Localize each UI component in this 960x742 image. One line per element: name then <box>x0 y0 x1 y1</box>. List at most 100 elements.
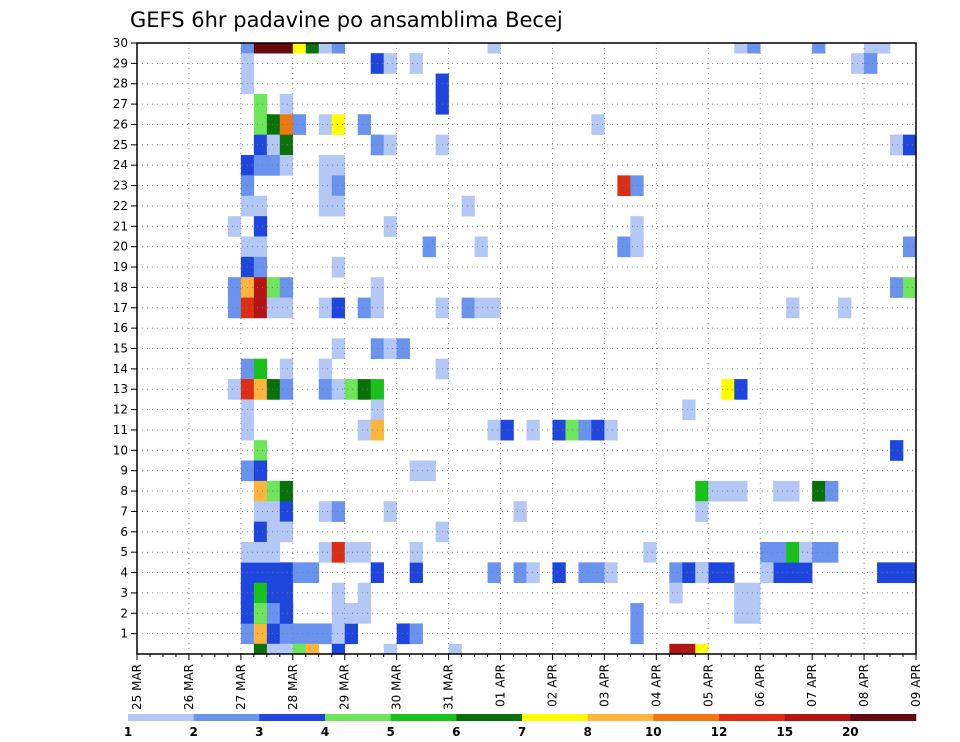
y-tick-label: 21 <box>113 219 128 233</box>
heatmap-cell <box>864 43 878 54</box>
x-tick-label: 31 MAR <box>442 664 456 710</box>
y-tick-label: 13 <box>113 382 128 396</box>
heatmap-cell <box>253 93 268 115</box>
x-tick-label: 06 APR <box>753 664 767 707</box>
legend-swatch <box>522 714 588 721</box>
heatmap-cell <box>695 480 709 502</box>
y-tick-label: 9 <box>120 464 128 478</box>
y-tick-label: 20 <box>113 240 128 254</box>
heatmap-cell <box>643 541 657 563</box>
heatmap-cell <box>513 562 527 584</box>
heatmap-cell <box>253 379 268 400</box>
heatmap-cell <box>734 43 748 54</box>
heatmap-cell <box>487 562 501 584</box>
heatmap-cell <box>773 541 787 563</box>
legend-swatch <box>193 714 260 721</box>
heatmap-cell <box>734 603 748 624</box>
heatmap-cell <box>253 480 268 502</box>
heatmap-cell <box>253 236 268 258</box>
heatmap-cell <box>227 216 242 237</box>
heatmap-cell <box>266 43 281 54</box>
chart-title: GEFS 6hr padavine po ansamblima Becej <box>130 8 563 32</box>
heatmap-cell <box>396 623 410 645</box>
legend-swatch <box>259 714 326 721</box>
color-legend: 1 2 3 4 5 6 7 8 10 12 15 20 <box>124 714 917 739</box>
heatmap-cell <box>253 582 268 604</box>
heatmap-cell <box>357 603 371 624</box>
heatmap-cell <box>734 582 748 604</box>
heatmap-cell <box>383 216 397 237</box>
heatmap-cell <box>266 501 281 522</box>
heatmap-cell <box>682 399 696 421</box>
heatmap-cell <box>318 114 333 135</box>
y-tick-label: 3 <box>120 586 128 600</box>
heatmap-cell <box>747 603 761 624</box>
heatmap-cell <box>422 236 436 258</box>
heatmap-cell <box>266 297 281 319</box>
heatmap-cell <box>747 43 761 54</box>
heatmap-cell <box>331 623 346 645</box>
heatmap-cell <box>318 155 333 176</box>
x-tick-label: 01 APR <box>494 664 508 707</box>
heatmap-cell <box>409 562 423 584</box>
legend-label: 20 <box>842 725 859 739</box>
heatmap-cell <box>318 501 333 522</box>
heatmap-cell <box>877 562 891 584</box>
heatmap-cell <box>864 53 878 74</box>
heatmap-cell <box>279 562 294 584</box>
legend-swatch <box>587 714 654 721</box>
heatmap-cell <box>591 114 605 135</box>
heatmap-cell <box>357 419 371 441</box>
heatmap-cell <box>448 643 462 655</box>
heatmap-cell <box>253 460 268 482</box>
heatmap-cell <box>279 93 294 115</box>
heatmap-cell <box>812 541 826 563</box>
heatmap-cell <box>604 419 618 441</box>
y-tick-label: 30 <box>113 36 128 50</box>
legend-label: 12 <box>711 725 728 739</box>
heatmap-cell <box>318 297 333 319</box>
heatmap-cell <box>617 236 631 258</box>
heatmap-cell <box>357 114 371 135</box>
heatmap-cell <box>227 277 242 298</box>
legend-swatch <box>719 714 785 721</box>
heatmap-cell <box>890 134 904 156</box>
heatmap-cell <box>578 562 592 584</box>
heatmap-cell <box>461 195 475 217</box>
heatmap-cell <box>318 541 333 563</box>
heatmap-cell <box>344 379 359 400</box>
heatmap-cell <box>357 541 371 563</box>
heatmap-cell <box>383 53 397 74</box>
grid-lines <box>137 43 916 654</box>
heatmap-cell <box>695 501 709 522</box>
heatmap-cell <box>331 582 346 604</box>
heatmap-cell <box>773 562 787 584</box>
heatmap-cell <box>825 480 839 502</box>
y-tick-label: 10 <box>113 443 128 457</box>
heatmap-cell <box>266 521 281 543</box>
heatmap-cell <box>890 440 904 461</box>
heatmap-cell <box>708 480 722 502</box>
heatmap-cell <box>617 175 631 197</box>
heatmap-cell <box>253 43 268 54</box>
heatmap-cell <box>695 643 709 655</box>
y-tick-label: 12 <box>113 403 128 417</box>
y-tick-label: 5 <box>120 545 128 559</box>
heatmap-cell <box>253 603 268 624</box>
heatmap-cell <box>903 562 917 584</box>
legend-label: 5 <box>387 725 395 739</box>
heatmap-cell <box>799 541 813 563</box>
heatmap-cell <box>383 338 397 359</box>
heatmap-cell <box>591 419 605 441</box>
heatmap-cell <box>487 297 501 319</box>
heatmap-cell <box>266 277 281 298</box>
heatmap-cell <box>383 643 397 655</box>
heatmap-cell <box>357 379 371 400</box>
y-tick-label: 14 <box>113 362 128 376</box>
y-tick-label: 26 <box>113 117 128 131</box>
heatmap-cell <box>240 43 255 54</box>
y-tick-label: 28 <box>113 77 128 91</box>
y-tick-label: 29 <box>113 56 128 70</box>
heatmap-cell <box>266 114 281 135</box>
